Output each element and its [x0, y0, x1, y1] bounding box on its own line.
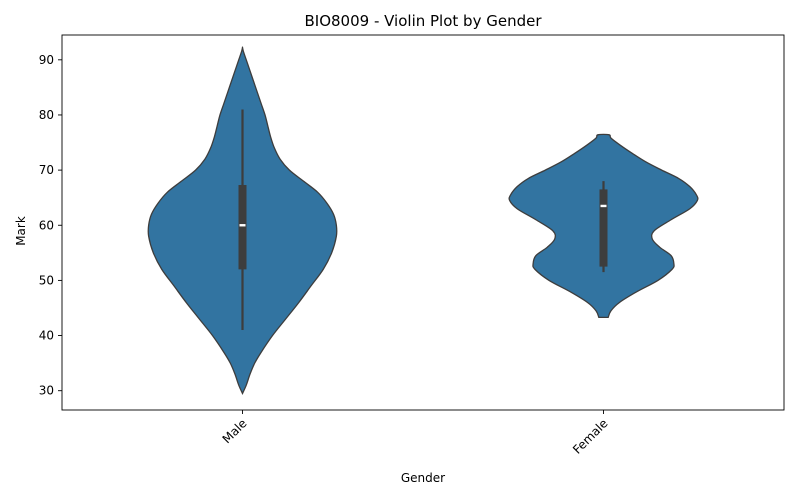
x-tick-label: Male [220, 416, 250, 446]
x-tick-label: Female [570, 416, 611, 457]
y-axis: 30 40 50 60 70 80 90 [39, 53, 62, 398]
violin-iqr-box [238, 185, 247, 270]
chart-title: BIO8009 - Violin Plot by Gender [304, 12, 542, 30]
violin-group [147, 46, 338, 396]
y-tick-label: 60 [39, 218, 54, 232]
violin-group [508, 133, 699, 319]
x-axis: Male Female [220, 410, 611, 457]
violin-median [239, 224, 246, 227]
y-axis-label: Mark [14, 216, 28, 246]
y-tick-label: 30 [39, 384, 54, 398]
y-tick-label: 40 [39, 329, 54, 343]
y-tick-label: 70 [39, 163, 54, 177]
violin-iqr-box [599, 189, 608, 267]
plot-area [147, 46, 699, 396]
y-tick-label: 80 [39, 108, 54, 122]
violin-median [600, 204, 607, 208]
y-tick-label: 90 [39, 53, 54, 67]
y-tick-label: 50 [39, 273, 54, 287]
x-axis-label: Gender [401, 471, 445, 485]
plot-frame [61, 34, 785, 411]
